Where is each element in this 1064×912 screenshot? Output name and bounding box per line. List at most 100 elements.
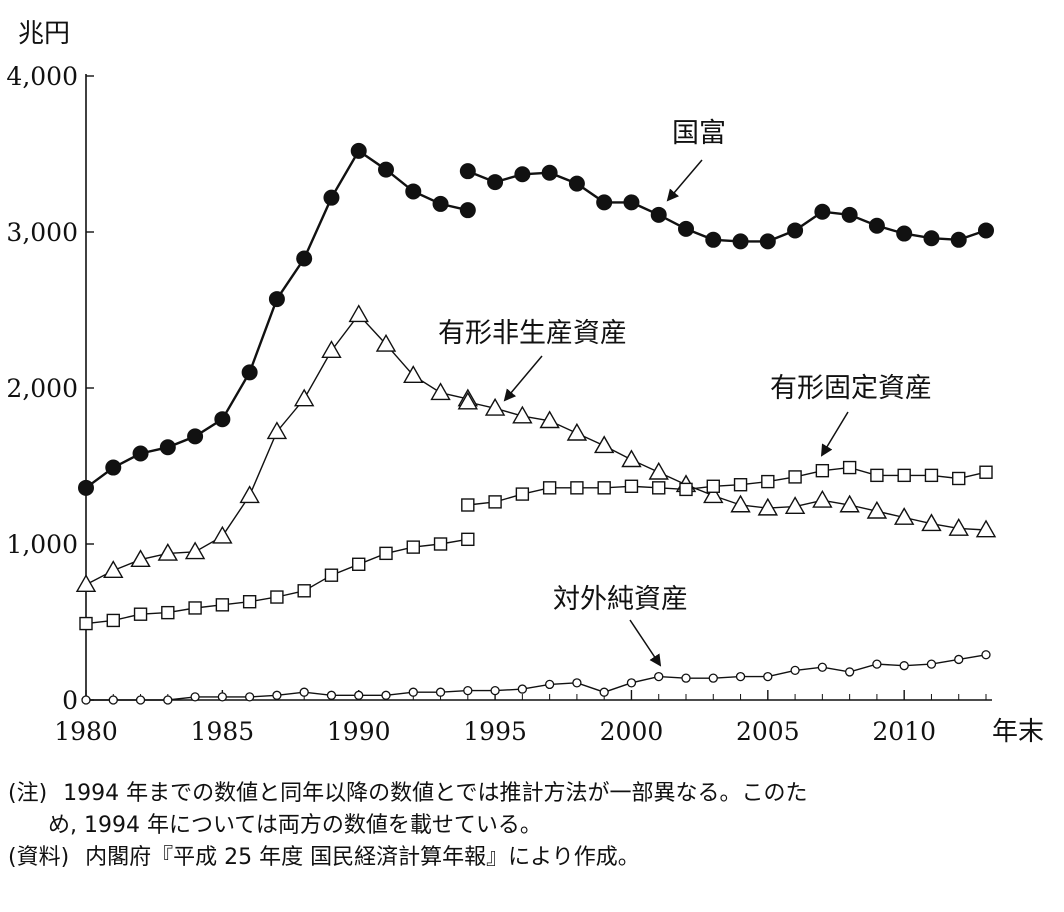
data-point bbox=[324, 568, 339, 582]
data-point bbox=[899, 661, 909, 671]
note-line-2: め, 1994 年については両方の数値を載せている。 bbox=[8, 810, 1058, 842]
data-point bbox=[103, 560, 124, 578]
data-point bbox=[159, 439, 176, 456]
data-point bbox=[763, 671, 773, 682]
series-label: 有形非生産資産 bbox=[438, 318, 627, 349]
y-tick-label: 1,000 bbox=[6, 530, 78, 559]
series-line bbox=[86, 654, 987, 701]
data-point bbox=[979, 465, 993, 479]
data-point bbox=[544, 679, 555, 690]
data-point bbox=[706, 479, 720, 493]
data-point bbox=[679, 482, 693, 497]
data-point bbox=[405, 183, 422, 200]
y-tick-label: 0 bbox=[62, 686, 78, 715]
data-point bbox=[348, 304, 369, 323]
data-point bbox=[593, 435, 615, 454]
data-point bbox=[568, 175, 585, 192]
data-point bbox=[921, 513, 942, 532]
data-point bbox=[406, 540, 420, 554]
data-point bbox=[596, 194, 613, 211]
data-point bbox=[133, 607, 148, 621]
x-tick-label: 1995 bbox=[463, 717, 527, 746]
source-text: 内閣府『平成 25 年度 国民経済計算年報』により作成。 bbox=[85, 844, 640, 870]
data-point bbox=[105, 459, 122, 476]
data-point bbox=[896, 225, 913, 242]
label-arrow bbox=[503, 355, 543, 402]
data-point bbox=[408, 687, 418, 697]
data-point bbox=[299, 687, 309, 697]
label-arrow bbox=[820, 411, 849, 457]
data-point bbox=[461, 498, 475, 512]
data-point bbox=[924, 468, 939, 483]
source-tag: (資料) bbox=[8, 844, 70, 870]
note-line-1: (注) 1994 年までの数値と同年以降の数値とでは推計方法が一部異なる。このた bbox=[8, 778, 1058, 810]
data-point bbox=[354, 690, 364, 700]
series-1 bbox=[75, 304, 997, 593]
series-0 bbox=[78, 142, 994, 496]
label-arrow bbox=[666, 159, 703, 202]
y-axis-title: 兆円 bbox=[18, 19, 70, 49]
data-point bbox=[321, 340, 342, 359]
series-3 bbox=[81, 650, 991, 705]
data-point bbox=[708, 673, 718, 683]
data-point bbox=[163, 695, 173, 705]
data-point bbox=[648, 461, 669, 480]
data-point bbox=[430, 382, 451, 401]
data-point bbox=[870, 468, 884, 483]
data-point bbox=[130, 549, 151, 568]
data-point bbox=[623, 194, 640, 211]
data-point bbox=[788, 470, 802, 484]
data-point bbox=[652, 481, 666, 495]
data-point bbox=[157, 542, 179, 561]
data-point bbox=[490, 685, 500, 696]
data-point bbox=[926, 659, 937, 669]
note-text-2: め, 1994 年については両方の数値を載せている。 bbox=[48, 812, 542, 838]
data-point bbox=[184, 541, 206, 560]
data-point bbox=[512, 405, 533, 424]
data-point bbox=[732, 233, 749, 250]
data-point bbox=[79, 616, 93, 631]
data-point bbox=[893, 507, 915, 525]
data-point bbox=[844, 667, 855, 677]
data-point bbox=[842, 460, 857, 475]
data-point bbox=[352, 557, 366, 571]
axes: 0 1,000 2,000 3,000 4,000 兆円 1980 1985 1990 1995 2… bbox=[6, 19, 1044, 747]
x-tick-label: 1985 bbox=[191, 717, 255, 746]
data-point bbox=[866, 500, 888, 519]
data-point bbox=[515, 487, 530, 501]
data-point bbox=[459, 202, 476, 219]
data-point bbox=[81, 695, 91, 705]
note-text-1: 1994 年までの数値と同年以降の数値とでは推計方法が一部異なる。このた bbox=[63, 781, 808, 806]
data-point bbox=[624, 479, 639, 493]
data-point bbox=[733, 478, 748, 492]
series-label: 有形固定資産 bbox=[770, 373, 932, 404]
data-point bbox=[293, 388, 315, 407]
note-tag: (注) bbox=[8, 781, 48, 806]
data-point bbox=[297, 584, 311, 598]
data-point bbox=[241, 364, 258, 381]
y-tick-label: 3,000 bbox=[6, 218, 78, 247]
data-point bbox=[703, 485, 724, 504]
data-point bbox=[187, 428, 204, 445]
data-point bbox=[597, 481, 611, 495]
data-point bbox=[599, 687, 609, 697]
data-point bbox=[108, 695, 118, 705]
data-point bbox=[570, 481, 584, 495]
notes: (注) 1994 年までの数値と同年以降の数値とでは推計方法が一部異なる。このた … bbox=[8, 778, 1058, 874]
data-point bbox=[981, 650, 991, 660]
data-point bbox=[212, 525, 233, 544]
data-point bbox=[872, 659, 882, 669]
chart: 0 1,000 2,000 3,000 4,000 兆円 1980 1985 1990 1995 2… bbox=[6, 19, 1044, 747]
data-point bbox=[897, 468, 911, 483]
data-point bbox=[459, 163, 476, 180]
data-point bbox=[817, 662, 828, 672]
data-point bbox=[488, 495, 502, 509]
data-point bbox=[214, 411, 231, 428]
x-axis-title: 年末 bbox=[992, 717, 1044, 747]
data-point bbox=[814, 203, 831, 220]
x-tick-label: 1980 bbox=[54, 717, 118, 746]
data-point bbox=[621, 449, 642, 468]
data-point bbox=[463, 685, 473, 696]
data-point bbox=[654, 671, 664, 682]
data-point bbox=[626, 678, 637, 688]
